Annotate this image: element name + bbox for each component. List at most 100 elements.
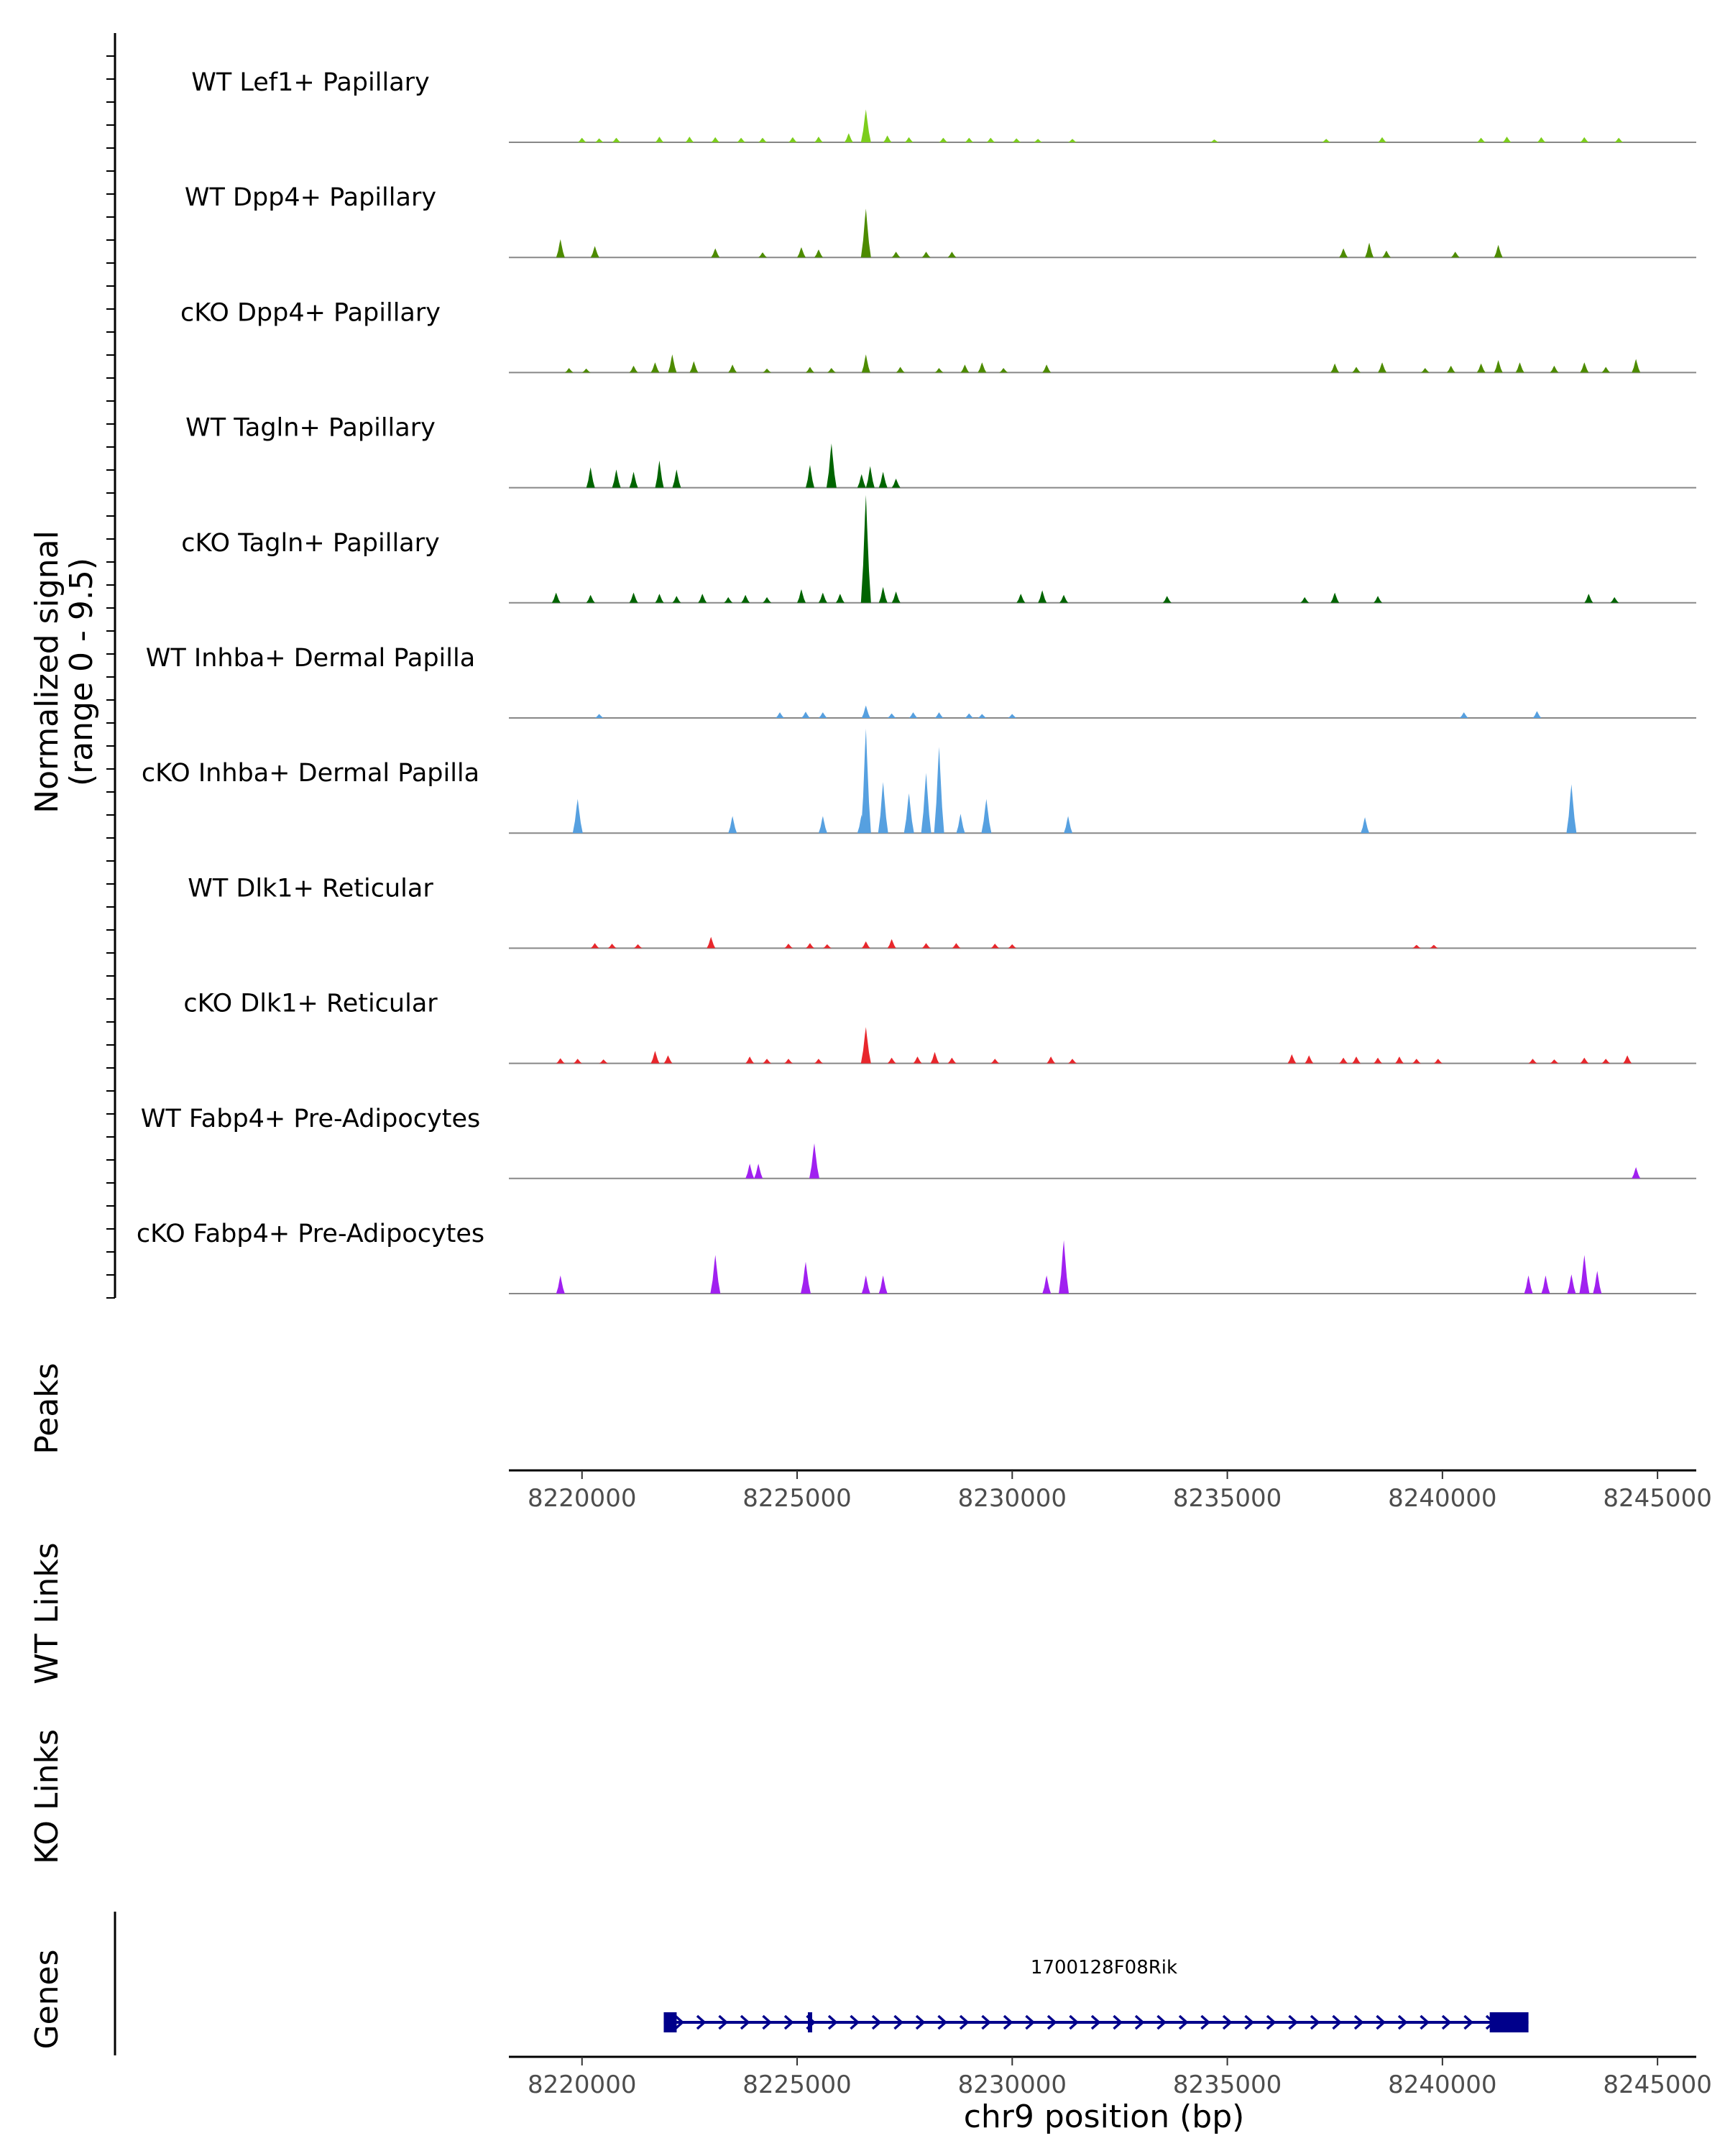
strand-arrow — [1178, 2014, 1189, 2030]
coverage-peak — [551, 592, 561, 603]
coverage-peak — [1378, 137, 1387, 142]
coverage-peak — [728, 816, 737, 834]
coverage-peak — [586, 594, 595, 603]
coverage-peak — [745, 1164, 755, 1179]
coverage-peak — [650, 362, 660, 373]
coverage-peak — [763, 368, 772, 373]
coverage-peak — [809, 1143, 819, 1179]
coverage-peak — [878, 1275, 888, 1294]
strand-arrow — [1420, 2014, 1430, 2030]
strand-arrow — [827, 2014, 838, 2030]
coverage-peak — [806, 367, 814, 373]
x-tick-label: 8235000 — [1173, 2070, 1282, 2099]
strand-arrow — [1090, 2014, 1101, 2030]
track-9: cKO Dlk1+ Reticular — [183, 990, 1696, 1064]
track-6: WT Inhba+ Dermal Papilla — [146, 644, 1696, 719]
coverage-peak — [861, 354, 870, 373]
coverage-peak — [629, 471, 638, 488]
coverage-peak — [724, 596, 733, 603]
coverage-peak — [1532, 711, 1542, 718]
coverage-peak — [1580, 137, 1589, 142]
coverage-peak — [754, 1164, 763, 1179]
track-8: WT Dlk1+ Reticular — [188, 874, 1696, 949]
coverage-peak — [1524, 1275, 1533, 1294]
coverage-peak — [577, 137, 586, 142]
coverage-peak — [883, 135, 892, 142]
y-axis-title: Normalized signal — [29, 530, 65, 814]
track-label: cKO Inhba+ Dermal Papilla — [142, 759, 479, 788]
track-label: WT Dlk1+ Reticular — [188, 874, 433, 903]
coverage-peak — [806, 943, 814, 949]
coverage-peak — [1330, 592, 1340, 603]
coverage-peak — [745, 1056, 755, 1064]
coverage-peak — [763, 596, 772, 603]
coverage-peak — [952, 943, 961, 949]
strand-arrow — [1134, 2014, 1145, 2030]
coverage-peak — [1632, 359, 1641, 373]
strand-arrow — [1156, 2014, 1167, 2030]
strand-arrow — [1441, 2014, 1452, 2030]
gene-name-label: 1700128F08Rik — [1031, 1957, 1177, 1978]
x-tick-label: 8225000 — [742, 1484, 851, 1513]
coverage-peak — [1008, 944, 1017, 949]
strand-arrow — [893, 2014, 904, 2030]
coverage-peak — [1300, 596, 1310, 603]
coverage-peak — [581, 368, 591, 373]
coverage-peak — [1339, 248, 1348, 258]
strand-arrow — [1353, 2014, 1364, 2030]
coverage-peak — [1365, 242, 1374, 258]
coverage-peak — [797, 247, 806, 258]
coverage-peak — [663, 1055, 673, 1064]
coverage-peak — [1059, 594, 1069, 603]
coverage-peak — [1614, 137, 1624, 142]
track-label: cKO Dlk1+ Reticular — [183, 990, 438, 1018]
coverage-peak — [814, 1059, 823, 1064]
coverage-peak — [1550, 1059, 1559, 1064]
coverage-peak — [788, 137, 797, 142]
track-label: cKO Tagln+ Papillary — [181, 529, 440, 558]
coverage-peak — [860, 208, 871, 258]
coverage-peak — [1584, 594, 1593, 603]
coverage-peak — [728, 364, 737, 373]
strand-arrow — [696, 2014, 707, 2030]
coverage-peak — [710, 1255, 721, 1294]
coverage-peak — [860, 494, 871, 603]
coverage-peak — [594, 714, 604, 718]
coverage-peak — [1352, 367, 1361, 373]
gene-exon — [807, 2012, 812, 2032]
strand-arrow — [915, 2014, 926, 2030]
coverage-peak — [826, 443, 837, 488]
coverage-peak — [776, 712, 785, 718]
coverage-peak — [1494, 244, 1503, 258]
coverage-peak — [1476, 363, 1486, 373]
coverage-peak — [1476, 137, 1486, 142]
coverage-peak — [1412, 1059, 1421, 1064]
peaks-x-axis: 8220000 8225000 8230000 8235000 8240000 82450… — [528, 1470, 1712, 1513]
coverage-peak — [784, 1059, 794, 1064]
coverage-peak — [1322, 139, 1331, 142]
coverage-peak — [1601, 367, 1611, 373]
coverage-peak — [599, 1059, 608, 1064]
strand-arrow — [1332, 2014, 1343, 2030]
coverage-peak — [913, 1056, 922, 1064]
coverage-peak — [1515, 362, 1524, 373]
coverage-peak — [878, 782, 888, 834]
coverage-peak — [887, 713, 896, 718]
coverage-peak — [801, 711, 810, 718]
coverage-peak — [629, 592, 638, 603]
strand-arrow — [1046, 2014, 1057, 2030]
coverage-peak — [1494, 360, 1503, 373]
genes-x-axis: 8220000 8225000 8230000 8235000 8240000 82450… — [528, 2057, 1712, 2099]
coverage-peak — [1382, 250, 1391, 258]
coverage-peak — [668, 354, 677, 373]
strand-arrow — [1310, 2014, 1320, 2030]
coverage-peak — [1459, 712, 1468, 718]
gene-exon — [1489, 2012, 1529, 2032]
coverage-peak — [655, 594, 664, 603]
coverage-peak — [655, 137, 664, 142]
coverage-peak — [1610, 596, 1619, 603]
coverage-peak — [556, 1058, 565, 1064]
coverage-peak — [1537, 137, 1546, 142]
coverage-peak — [1566, 784, 1577, 834]
coverage-peak — [999, 368, 1008, 373]
